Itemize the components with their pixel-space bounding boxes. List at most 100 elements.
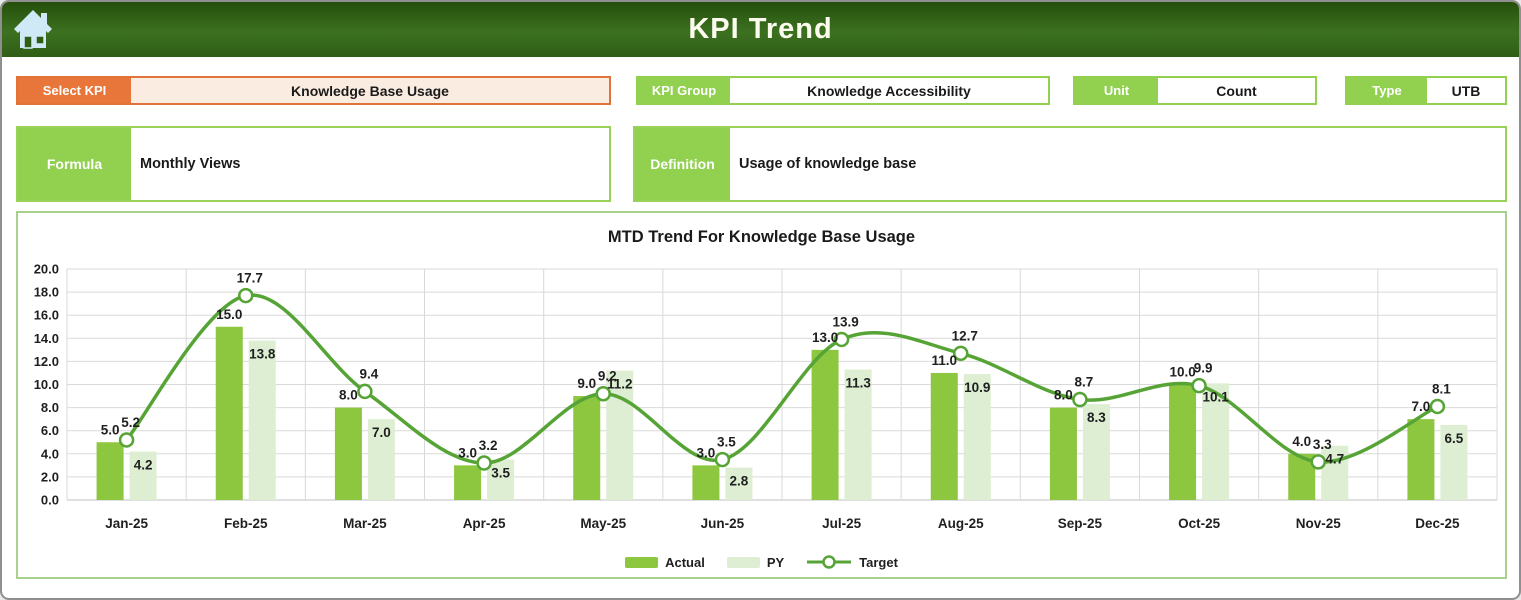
target-data-label: 3.3	[1313, 437, 1332, 452]
bar-actual	[1169, 384, 1197, 500]
bar-py	[129, 451, 157, 500]
bar-py	[1202, 383, 1230, 500]
kpi-group-label: KPI Group	[638, 78, 730, 103]
py-data-label: 11.3	[845, 375, 871, 390]
x-axis-category-label: Jan-25	[105, 516, 148, 531]
actual-data-label: 13.0	[812, 330, 838, 345]
actual-data-label: 7.0	[1412, 399, 1431, 414]
target-marker	[476, 455, 492, 471]
bar-actual	[96, 442, 124, 500]
page-title: KPI Trend	[688, 13, 833, 45]
target-marker	[118, 432, 135, 448]
py-data-label: 10.1	[1202, 389, 1229, 404]
bar-py	[844, 369, 872, 500]
target-marker	[714, 451, 731, 468]
actual-data-label: 15.0	[216, 307, 242, 322]
formula-value: Monthly Views	[131, 128, 609, 200]
x-axis-category-label: Jul-25	[822, 516, 862, 531]
definition-value: Usage of knowledge base	[730, 128, 1505, 200]
target-data-label: 9.4	[360, 366, 379, 381]
bar-py	[725, 467, 753, 500]
py-data-label: 11.2	[607, 377, 633, 392]
y-axis-tick-label: 2.0	[41, 469, 59, 484]
y-axis-tick-label: 16.0	[34, 308, 59, 323]
y-axis-tick-label: 14.0	[34, 331, 59, 346]
target-marker	[1072, 391, 1088, 408]
definition-box: Definition Usage of knowledge base	[633, 126, 1507, 202]
legend-label-actual: Actual	[665, 554, 705, 570]
unit-value: Count	[1158, 78, 1315, 103]
target-series-swatch	[807, 555, 852, 569]
bar-actual	[334, 407, 362, 500]
x-axis-category-label: Feb-25	[224, 516, 268, 531]
actual-data-label: 10.0	[1169, 365, 1195, 380]
select-kpi-value-dropdown[interactable]: Knowledge Base Usage	[131, 78, 609, 103]
bar-actual	[454, 465, 482, 500]
x-axis-category-label: Sep-25	[1058, 516, 1103, 531]
y-axis-tick-label: 12.0	[34, 354, 59, 369]
target-legend-marker	[822, 555, 836, 569]
formula-label: Formula	[18, 128, 131, 200]
bar-py	[1440, 424, 1468, 500]
bar-actual	[573, 396, 601, 500]
select-kpi-control: Select KPI Knowledge Base Usage	[16, 76, 611, 105]
target-data-label: 8.1	[1432, 381, 1451, 396]
chart-legend: Actual PY Target	[18, 554, 1505, 570]
definition-label: Definition	[635, 128, 730, 200]
y-axis-tick-label: 4.0	[41, 446, 59, 461]
x-axis-category-label: Aug-25	[938, 516, 984, 531]
type-control: Type UTB	[1345, 76, 1507, 105]
bar-actual	[692, 465, 720, 500]
target-data-label: 17.7	[237, 271, 263, 286]
py-data-label: 10.9	[964, 380, 990, 395]
py-data-label: 8.3	[1087, 410, 1106, 425]
kpi-trend-chart: 0.0 2.0 4.0 6.0 8.0 10.0 12.0 14.0 16.0 18.0 20.0 5…	[16, 211, 1507, 579]
bar-py	[367, 419, 395, 500]
bar-py	[1321, 445, 1349, 500]
x-axis-category-label: Dec-25	[1415, 516, 1460, 531]
target-data-label: 9.9	[1194, 361, 1213, 376]
legend-label-target: Target	[859, 554, 898, 570]
target-marker	[1310, 454, 1326, 470]
x-axis-category-label: Oct-25	[1178, 516, 1221, 531]
home-icon[interactable]	[12, 7, 54, 51]
y-axis-tick-label: 18.0	[34, 285, 59, 300]
bar-actual	[1049, 407, 1077, 500]
chart-title: MTD Trend For Knowledge Base Usage	[607, 228, 916, 246]
y-axis-tick-label: 0.0	[41, 493, 59, 508]
y-axis-tick-label: 8.0	[41, 400, 59, 415]
actual-series-swatch	[625, 556, 659, 568]
bar-py	[963, 374, 991, 500]
py-data-label: 2.8	[730, 474, 749, 489]
actual-data-label: 5.0	[101, 422, 120, 437]
target-marker	[357, 383, 373, 400]
actual-data-label: 3.0	[697, 445, 716, 460]
target-marker	[238, 287, 254, 304]
target-marker	[1191, 377, 1207, 394]
target-data-label: 5.2	[121, 415, 140, 430]
actual-data-label: 8.0	[339, 388, 358, 403]
legend-item-py: PY	[726, 555, 784, 570]
py-data-label: 4.2	[134, 457, 153, 472]
kpi-group-control: KPI Group Knowledge Accessibility	[636, 76, 1050, 105]
target-marker	[1429, 398, 1446, 415]
x-axis-category-label: Mar-25	[343, 516, 387, 531]
target-data-label: 8.7	[1075, 375, 1094, 390]
legend-item-actual: Actual	[625, 555, 705, 570]
header-bar: KPI Trend	[2, 2, 1519, 57]
py-data-label: 6.5	[1445, 431, 1464, 446]
bar-actual	[811, 349, 839, 500]
legend-item-target: Target	[806, 554, 898, 570]
chart-plot-area: 0.0 2.0 4.0 6.0 8.0 10.0 12.0 14.0 16.0 18.0 20.0 5…	[34, 262, 1498, 531]
type-label: Type	[1347, 78, 1427, 103]
py-data-label: 3.5	[491, 466, 510, 481]
y-axis-tick-label: 10.0	[34, 377, 59, 392]
target-data-label: 13.9	[832, 314, 858, 329]
actual-data-label: 9.0	[577, 376, 596, 391]
unit-label: Unit	[1075, 78, 1158, 103]
py-data-label: 4.7	[1325, 452, 1344, 467]
y-axis-tick-label: 6.0	[41, 423, 59, 438]
bar-py	[1082, 404, 1110, 500]
x-axis-category-label: Apr-25	[463, 516, 506, 531]
